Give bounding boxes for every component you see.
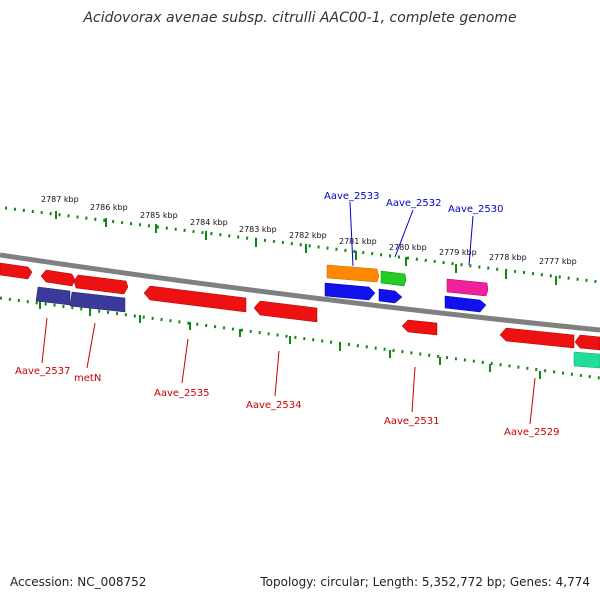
scale-label: 2777 kbp <box>539 257 577 266</box>
scale-label: 2785 kbp <box>140 211 178 220</box>
gene-label: Aave_2535 <box>154 388 210 399</box>
gene-arrow[interactable] <box>574 334 600 351</box>
scale-label: 2779 kbp <box>439 248 477 257</box>
leader-line <box>468 215 474 266</box>
lower-scale-ticks <box>39 301 541 379</box>
gene-label: Aave_2533 <box>324 191 380 202</box>
gene-label: Aave_2529 <box>504 427 560 438</box>
accession-text: Accession: NC_008752 <box>10 575 147 589</box>
gene-arrow-aave-2535[interactable] <box>143 285 247 313</box>
genome-backbone <box>0 252 600 333</box>
gene-arrow[interactable] <box>324 282 376 301</box>
gene-arrow[interactable] <box>73 274 129 295</box>
gene-arrow[interactable] <box>35 286 71 306</box>
scale-label: 2787 kbp <box>41 195 79 204</box>
leader-line <box>394 209 414 258</box>
gene-arrow[interactable] <box>378 288 403 304</box>
gene-arrow[interactable] <box>0 262 33 280</box>
scale-label: 2784 kbp <box>190 218 228 227</box>
forward-genes <box>0 262 489 313</box>
leader-line <box>181 338 189 384</box>
scale-label: 2780 kbp <box>389 243 427 252</box>
gene-arrow-aave-2531[interactable] <box>401 319 438 336</box>
gene-label: Aave_2530 <box>448 204 504 215</box>
scale-label: 2778 kbp <box>489 253 527 262</box>
gene-arrow[interactable] <box>444 295 487 313</box>
leader-line <box>529 377 536 425</box>
gene-arrow[interactable] <box>573 351 600 369</box>
upper-scale-ticks <box>55 211 557 285</box>
bottom-leader-lines <box>41 317 536 425</box>
upper-scale-line <box>4 206 600 284</box>
leader-line <box>411 366 416 413</box>
gene-arrow-metn[interactable] <box>69 291 126 313</box>
gene-arrow-aave-2533[interactable] <box>326 264 380 283</box>
lower-scale-line <box>0 296 600 380</box>
leader-line <box>349 201 354 267</box>
leader-line <box>274 350 280 397</box>
leader-line <box>41 317 48 364</box>
top-leader-lines <box>349 201 474 267</box>
scale-label: 2782 kbp <box>289 231 327 240</box>
leader-line <box>86 322 96 369</box>
scale-label: 2786 kbp <box>90 203 128 212</box>
reverse-genes <box>35 285 600 369</box>
scale-label: 2781 kbp <box>339 237 377 246</box>
gene-arrow-aave-2534[interactable] <box>253 300 318 323</box>
map-title: Acidovorax avenae subsp. citrulli AAC00-… <box>83 10 517 26</box>
scale-label: 2783 kbp <box>239 225 277 234</box>
gene-arrow-aave-2530[interactable] <box>446 278 489 297</box>
gene-label: Aave_2532 <box>386 198 442 209</box>
gene-label: Aave_2534 <box>246 400 302 411</box>
gene-arrow-aave-2532[interactable] <box>380 270 407 287</box>
gene-label: Aave_2531 <box>384 416 440 427</box>
gene-label: metN <box>74 373 101 384</box>
gene-label: Aave_2537 <box>15 366 71 377</box>
gene-arrow[interactable] <box>40 269 76 287</box>
genome-summary-text: Topology: circular; Length: 5,352,772 bp… <box>260 575 590 589</box>
gene-arrow-aave-2529[interactable] <box>499 327 575 349</box>
